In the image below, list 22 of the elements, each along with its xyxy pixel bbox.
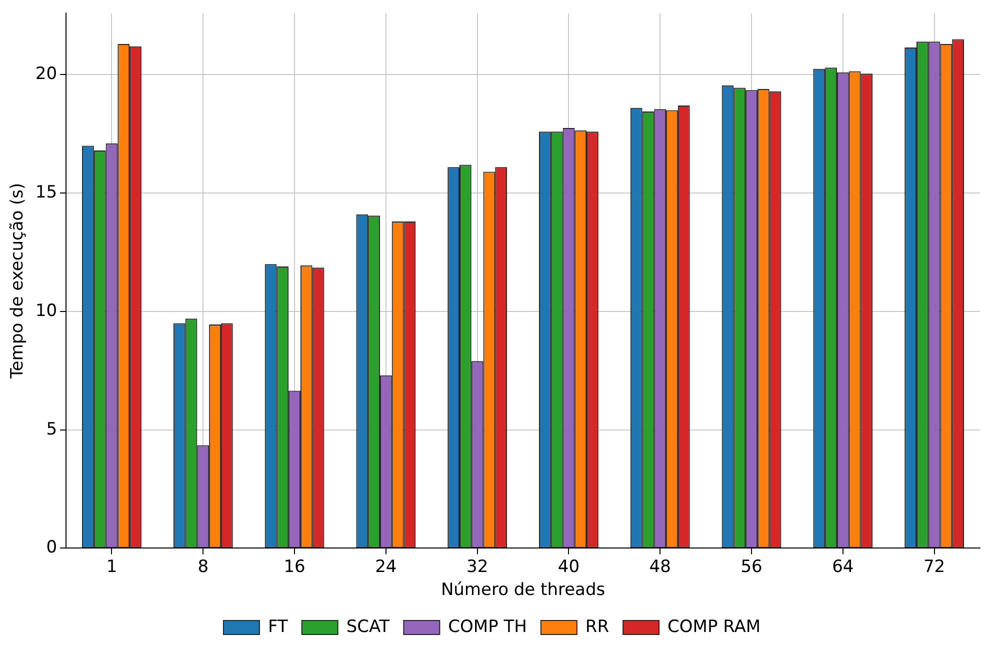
legend-label: SCAT: [346, 616, 390, 637]
y-tick-label: 20: [35, 64, 58, 84]
x-tick-label: 40: [558, 556, 580, 577]
y-tick-label: 5: [46, 419, 58, 440]
x-tick-label: 16: [284, 556, 306, 577]
x-tick-label: 56: [740, 556, 762, 577]
y-tick-label: 0: [46, 538, 58, 558]
y-tick-label: 15: [35, 182, 58, 203]
x-tick-label: 1: [106, 556, 118, 577]
y-tick-label: 10: [35, 300, 58, 321]
x-tick-label: 8: [198, 556, 209, 577]
x-tick-label: 72: [923, 556, 946, 577]
x-axis-title: Número de threads: [440, 580, 606, 600]
x-tick-label: 64: [832, 556, 854, 577]
x-tick-label: 48: [649, 556, 671, 577]
x-tick-label: 24: [375, 556, 397, 577]
legend-label: COMP TH: [448, 616, 527, 637]
legend-label: COMP RAM: [668, 616, 761, 637]
y-axis-title: Tempo de execução (s): [8, 182, 28, 380]
legend-label: RR: [585, 616, 610, 637]
x-tick-label: 32: [466, 556, 488, 577]
legend-label: FT: [268, 616, 288, 637]
